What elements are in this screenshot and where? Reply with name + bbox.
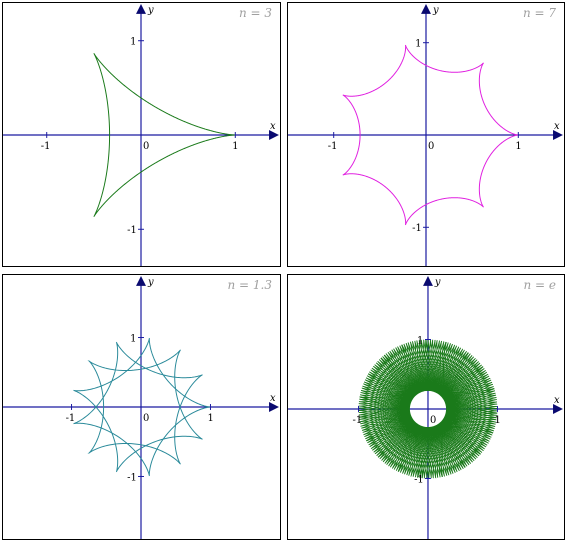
tick-label-neg-y: -1	[127, 472, 137, 483]
x-arrow-icon	[269, 402, 279, 412]
tick-label-pos-y: 1	[130, 37, 136, 48]
x-arrow-icon	[553, 130, 563, 140]
x-axis-label: x	[554, 121, 560, 132]
tick-label-neg-y: -1	[414, 474, 424, 485]
n-label: n = 7	[522, 6, 556, 20]
plot-n3: -1 1 1 -1 0 x y	[3, 3, 279, 266]
plot-n1-3: -1 1 1 -1 0 x y	[3, 275, 279, 539]
tick-label-pos-x: 1	[494, 415, 500, 426]
n-label: n = e	[523, 278, 556, 292]
n-label: n = 3	[238, 6, 272, 20]
y-arrow-icon	[136, 275, 146, 286]
x-arrow-icon	[269, 130, 279, 140]
tick-label-neg-x: -1	[328, 141, 338, 152]
curve	[93, 52, 236, 217]
tick-label-pos-y: 1	[417, 335, 423, 346]
x-axis-label: x	[554, 395, 560, 406]
panel-n7: -1 1 1 -1 0 x y n = 7	[287, 2, 565, 267]
tick-label-neg-x: -1	[353, 415, 363, 426]
y-axis-label: y	[147, 277, 154, 288]
tick-label-neg-x: -1	[41, 141, 51, 152]
tick-label-pos-y: 1	[130, 333, 136, 344]
tick-label-pos-x: 1	[208, 413, 214, 424]
curve	[342, 44, 519, 226]
y-arrow-icon	[136, 3, 146, 14]
curve	[358, 339, 498, 479]
y-axis-label: y	[147, 5, 154, 16]
y-axis-label: y	[432, 5, 439, 16]
y-arrow-icon	[423, 275, 433, 286]
panel-ne: -1 1 1 -1 0 x y n = e	[287, 274, 565, 540]
tick-label-pos-x: 1	[232, 141, 238, 152]
tick-label-origin: 0	[430, 415, 436, 426]
x-axis-label: x	[270, 393, 276, 404]
y-axis-label: y	[434, 277, 441, 288]
n-label: n = 1.3	[227, 278, 273, 292]
tick-label-neg-x: -1	[66, 413, 76, 424]
tick-label-neg-y: -1	[412, 223, 422, 234]
tick-label-origin: 0	[428, 141, 434, 152]
plot-n7: -1 1 1 -1 0 x y	[288, 3, 563, 266]
panel-n3: -1 1 1 -1 0 x y n = 3	[2, 2, 281, 267]
plot-ne: -1 1 1 -1 0 x y	[288, 275, 563, 539]
panel-n1-3: -1 1 1 -1 0 x y n = 1.3	[2, 274, 281, 540]
x-axis-label: x	[270, 121, 276, 132]
x-arrow-icon	[553, 404, 563, 414]
tick-label-pos-x: 1	[515, 141, 521, 152]
tick-label-neg-y: -1	[127, 225, 137, 236]
y-arrow-icon	[421, 3, 431, 14]
tick-label-pos-y: 1	[415, 39, 421, 50]
curve	[73, 337, 211, 477]
tick-label-origin: 0	[143, 413, 149, 424]
tick-label-origin: 0	[143, 141, 149, 152]
